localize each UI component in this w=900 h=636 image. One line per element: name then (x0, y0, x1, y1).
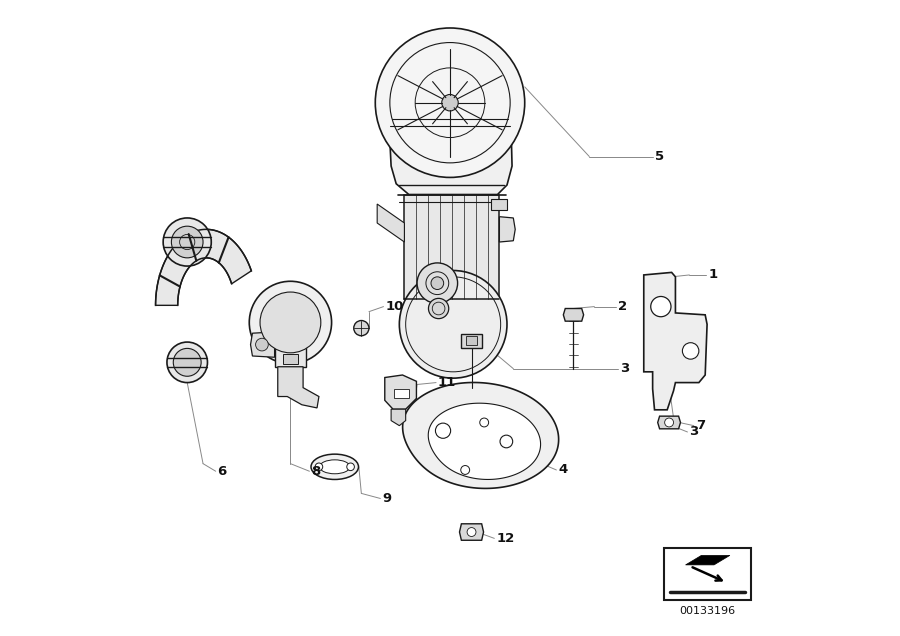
Text: 12: 12 (496, 532, 515, 545)
Polygon shape (392, 409, 406, 425)
Text: 6: 6 (218, 465, 227, 478)
Circle shape (375, 28, 525, 177)
Circle shape (260, 292, 320, 353)
Circle shape (500, 435, 513, 448)
Polygon shape (402, 382, 559, 488)
Text: 9: 9 (382, 492, 392, 505)
Polygon shape (390, 115, 512, 195)
Circle shape (346, 463, 355, 471)
Text: 1: 1 (708, 268, 717, 282)
Circle shape (417, 263, 457, 303)
Circle shape (249, 281, 331, 364)
Circle shape (163, 218, 212, 266)
Ellipse shape (311, 454, 358, 480)
Circle shape (651, 296, 671, 317)
Circle shape (315, 463, 323, 471)
Circle shape (442, 95, 458, 111)
Polygon shape (428, 403, 541, 480)
Circle shape (467, 528, 476, 536)
Circle shape (171, 226, 203, 258)
Polygon shape (404, 195, 500, 299)
Polygon shape (466, 336, 477, 345)
Polygon shape (664, 548, 752, 600)
Text: 3: 3 (620, 362, 629, 375)
Polygon shape (500, 217, 515, 242)
Circle shape (256, 338, 268, 351)
Polygon shape (250, 332, 274, 357)
Circle shape (431, 277, 444, 289)
Circle shape (166, 342, 208, 383)
Polygon shape (393, 389, 409, 398)
Text: 2: 2 (617, 300, 627, 313)
Circle shape (665, 418, 673, 427)
Polygon shape (491, 199, 507, 211)
Polygon shape (385, 375, 417, 409)
Polygon shape (563, 308, 583, 321)
Polygon shape (283, 354, 298, 364)
Text: 10: 10 (385, 300, 404, 313)
Polygon shape (462, 334, 482, 349)
Text: 00133196: 00133196 (680, 606, 736, 616)
Circle shape (461, 466, 470, 474)
Polygon shape (274, 322, 306, 367)
Text: 7: 7 (696, 419, 705, 432)
Text: 11: 11 (438, 376, 456, 389)
Circle shape (682, 343, 699, 359)
Polygon shape (278, 367, 319, 408)
Circle shape (428, 298, 449, 319)
Text: 8: 8 (311, 465, 320, 478)
Polygon shape (686, 555, 730, 565)
Circle shape (436, 423, 451, 438)
Polygon shape (156, 230, 251, 305)
Circle shape (174, 349, 201, 377)
Circle shape (354, 321, 369, 336)
Text: 5: 5 (654, 150, 663, 163)
Polygon shape (460, 524, 483, 540)
Polygon shape (658, 416, 680, 429)
Polygon shape (644, 272, 707, 410)
Circle shape (400, 270, 507, 378)
Text: 4: 4 (559, 464, 568, 476)
Text: 3: 3 (689, 425, 698, 438)
Polygon shape (377, 204, 404, 242)
Ellipse shape (320, 460, 350, 474)
Circle shape (480, 418, 489, 427)
